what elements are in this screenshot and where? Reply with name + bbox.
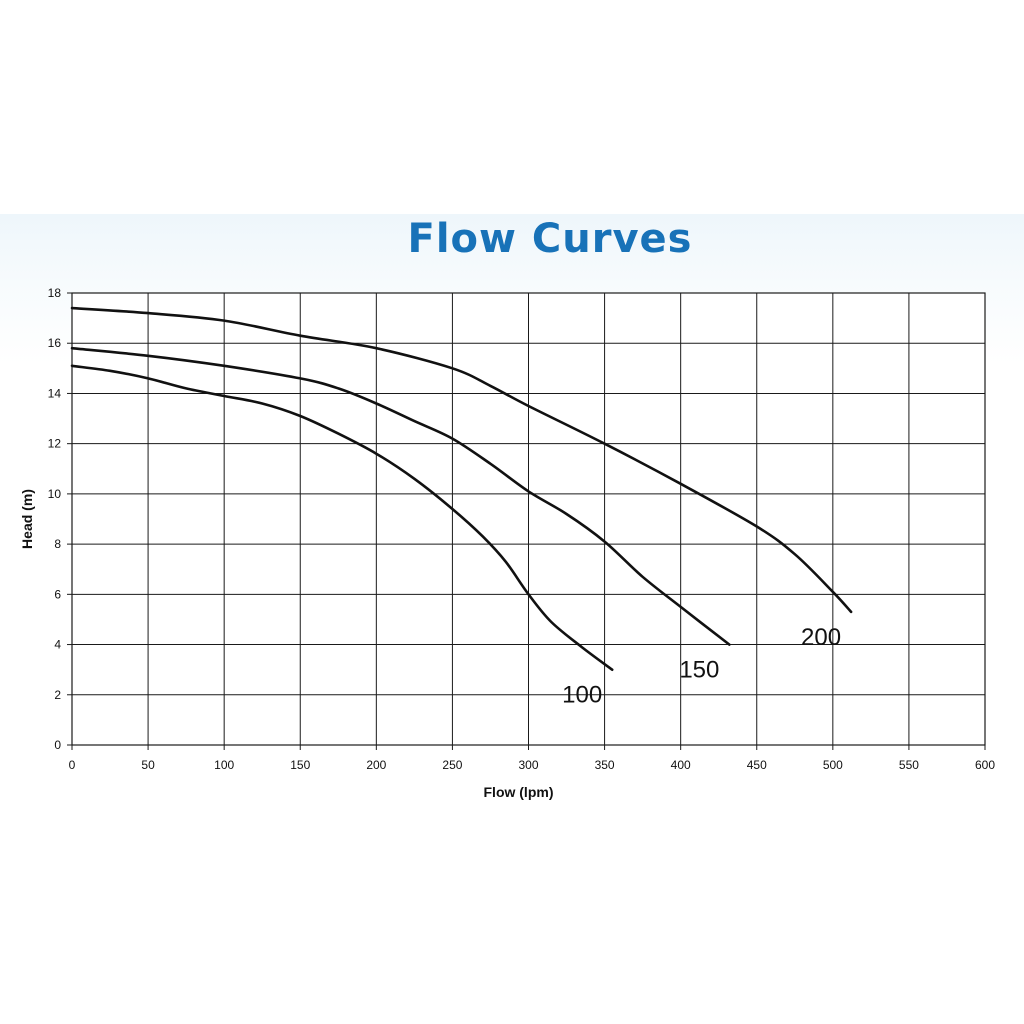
x-tick-label: 400 [671,758,691,772]
y-tick-label: 4 [54,638,61,652]
series-label-100: 100 [562,682,602,709]
y-tick-label: 8 [54,537,61,551]
y-tick-label: 16 [48,336,62,350]
series-line-100 [70,364,614,671]
x-tick-label: 150 [290,758,310,772]
x-tick-label: 450 [747,758,767,772]
y-tick-label: 10 [48,487,62,501]
series-line-200 [70,306,853,614]
y-tick-label: 6 [54,587,61,601]
x-tick-label: 50 [141,758,155,772]
y-axis-label: Head (m) [19,489,35,549]
y-tick-label: 18 [48,286,62,300]
series-label-150: 150 [679,657,719,684]
x-tick-label: 550 [899,758,919,772]
x-tick-label: 0 [69,758,76,772]
x-tick-label: 350 [595,758,615,772]
x-tick-label: 300 [518,758,538,772]
x-tick-label: 600 [975,758,995,772]
x-tick-label: 500 [823,758,843,772]
x-tick-label: 100 [214,758,234,772]
chart-title: Flow Curves [407,216,693,262]
x-axis-label: Flow (lpm) [484,784,554,800]
y-tick-label: 2 [54,688,61,702]
y-tick-label: 0 [54,738,61,752]
x-tick-label: 200 [366,758,386,772]
y-tick-label: 14 [48,386,62,400]
series-label-200: 200 [801,624,841,651]
x-tick-label: 250 [442,758,462,772]
y-tick-label: 12 [48,437,62,451]
series-line-150 [70,346,731,646]
